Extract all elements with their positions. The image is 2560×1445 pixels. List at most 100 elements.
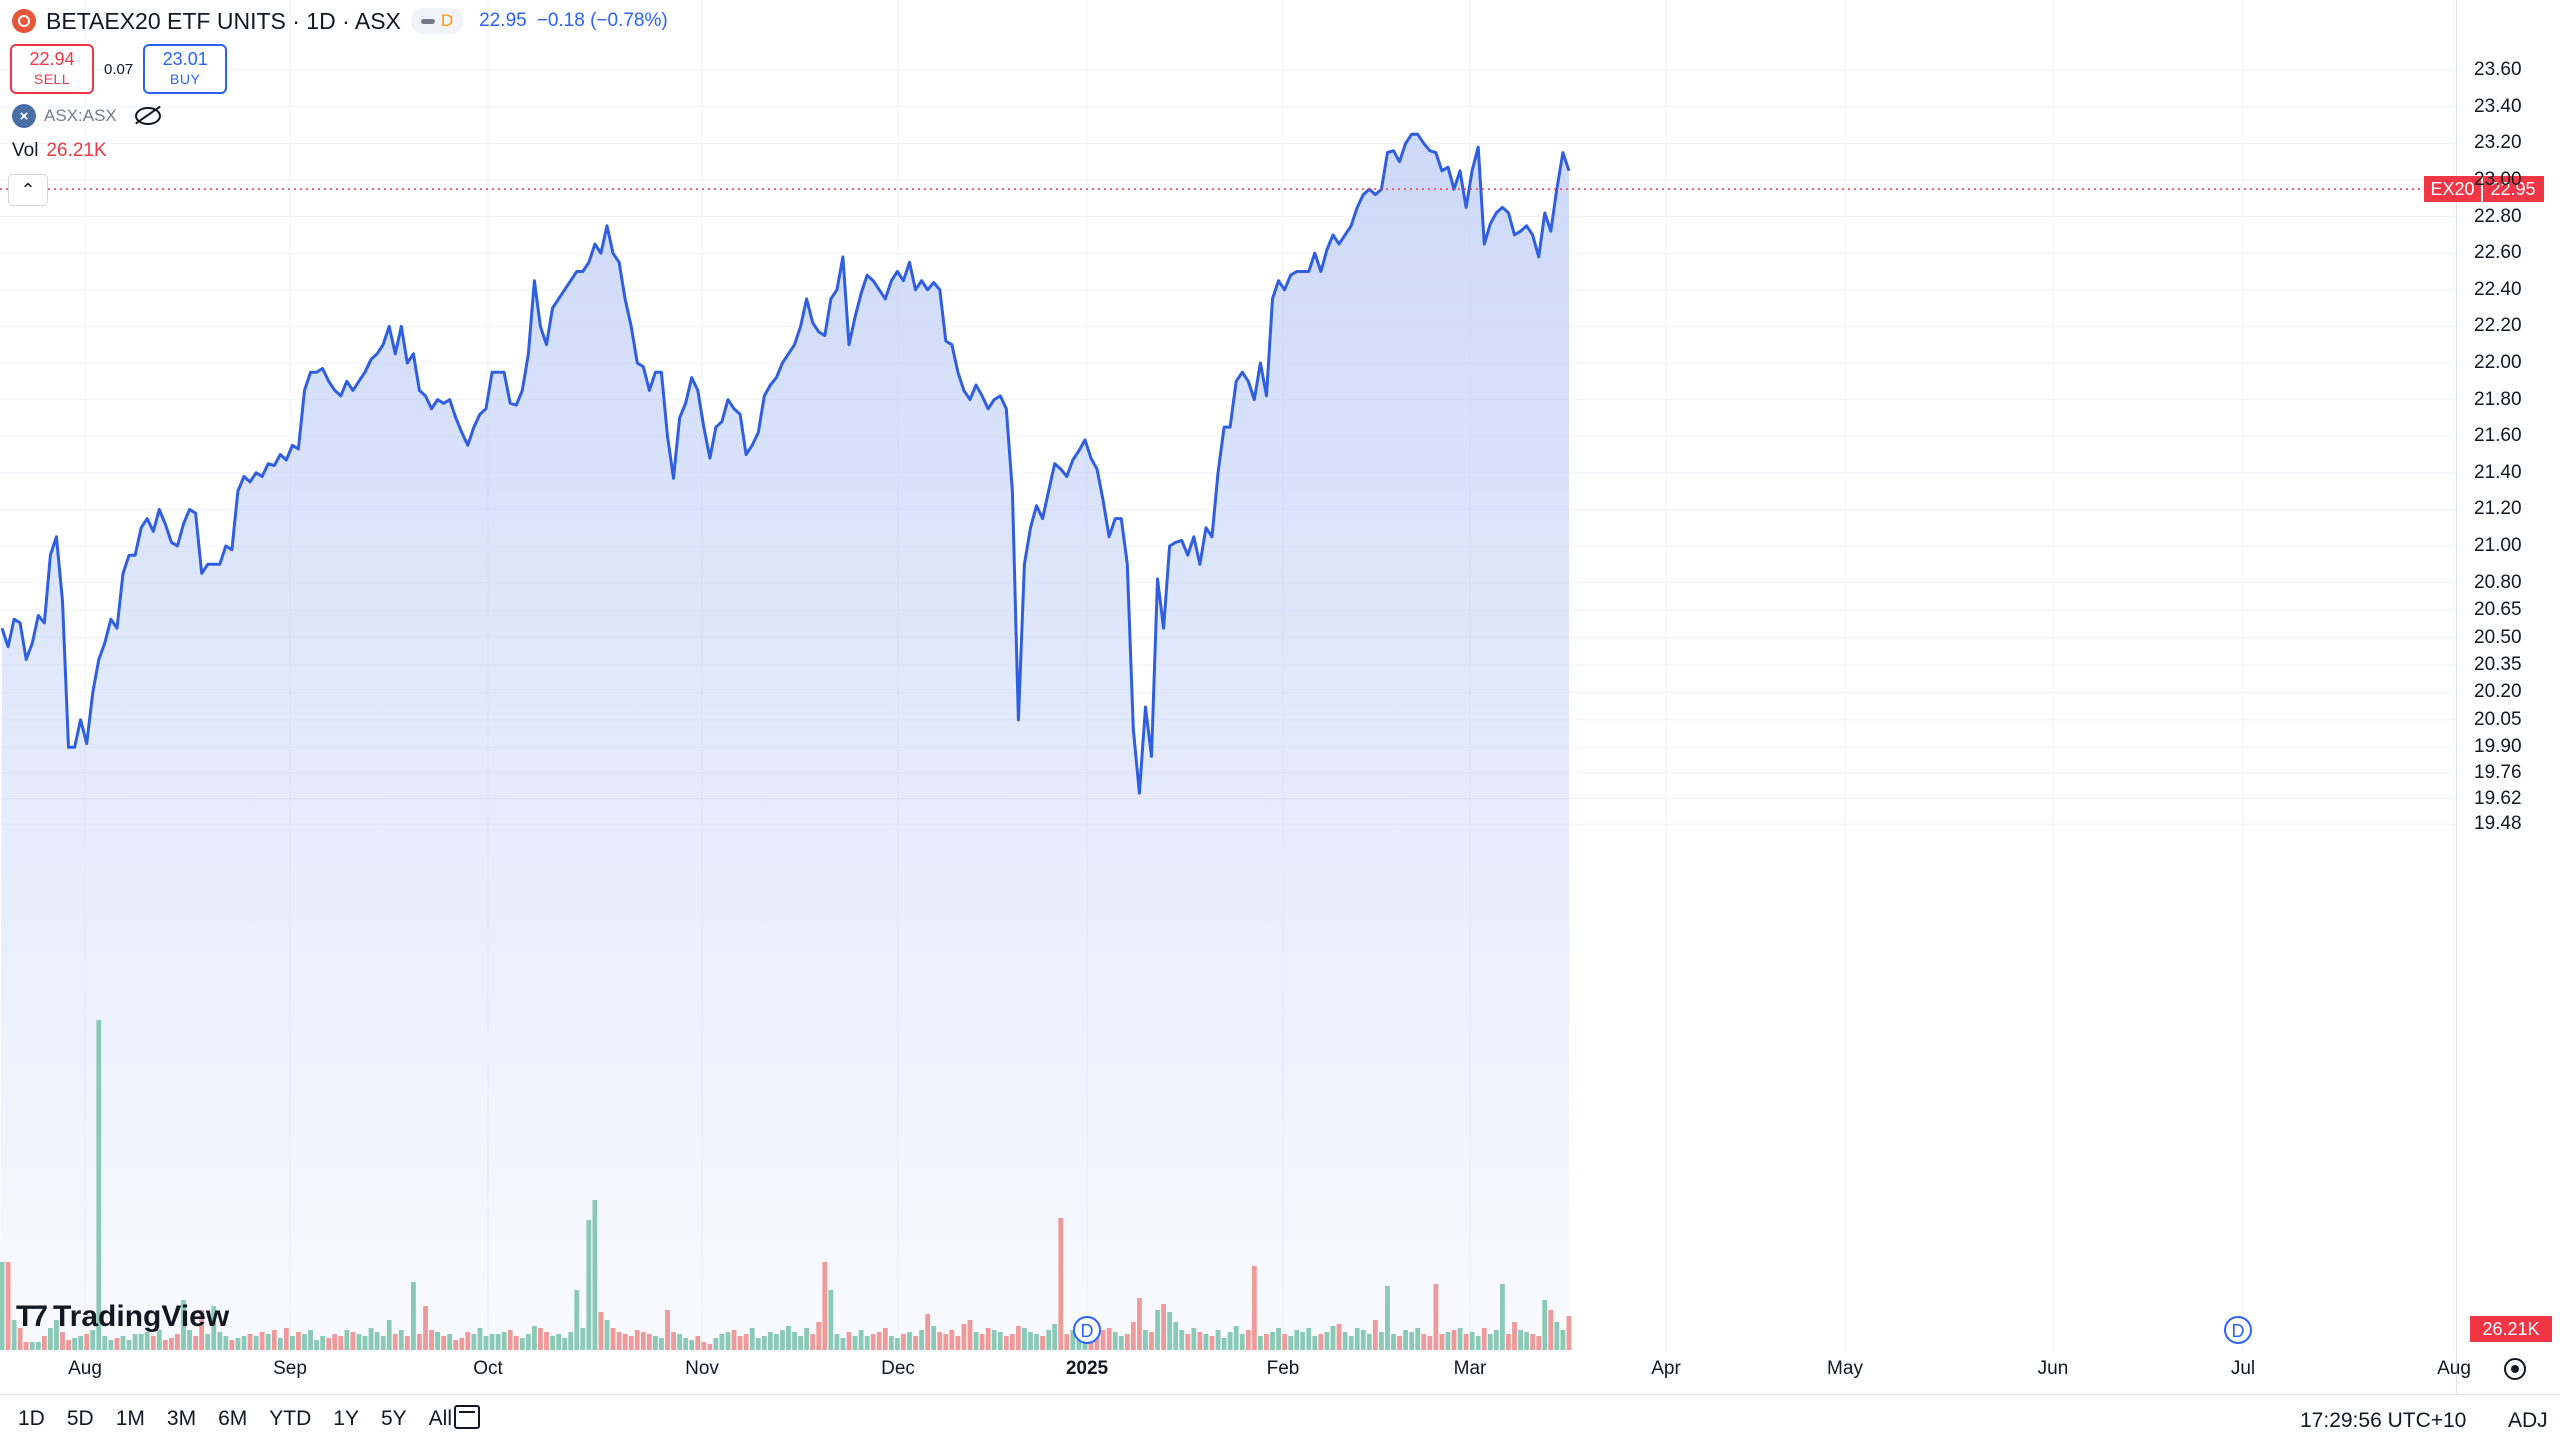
- range-all[interactable]: All: [428, 1407, 452, 1430]
- volume-bar: [1336, 1324, 1342, 1350]
- time-tick-label: Dec: [881, 1358, 915, 1379]
- range-ytd[interactable]: YTD: [269, 1407, 312, 1430]
- range-1d[interactable]: 1D: [18, 1407, 45, 1430]
- adj-button[interactable]: ADJ: [2508, 1409, 2548, 1432]
- volume-bar: [1191, 1328, 1197, 1350]
- volume-bar: [29, 1342, 35, 1350]
- volume-bar: [90, 1330, 96, 1350]
- price-tick-label: 23.20: [2474, 132, 2522, 154]
- volume-bar: [786, 1326, 791, 1350]
- volume-legend[interactable]: Vol 26.21K: [12, 140, 107, 162]
- volume-bar: [96, 1020, 102, 1350]
- volume-bar: [35, 1342, 41, 1350]
- volume-bar: [169, 1338, 174, 1350]
- volume-bar: [108, 1340, 114, 1350]
- volume-bar: [755, 1338, 761, 1350]
- volume-bar: [1300, 1332, 1306, 1350]
- volume-bar: [411, 1282, 416, 1350]
- volume-bar: [314, 1340, 319, 1350]
- volume-bar: [1554, 1322, 1560, 1350]
- buy-button[interactable]: 23.01 BUY: [143, 44, 228, 94]
- volume-bar: [199, 1310, 205, 1350]
- volume-bar: [574, 1290, 580, 1350]
- volume-bar: [241, 1336, 247, 1350]
- volume-bar: [338, 1336, 344, 1350]
- volume-bar: [1566, 1316, 1572, 1350]
- volume-bar: [181, 1300, 186, 1350]
- range-1y[interactable]: 1Y: [333, 1407, 359, 1430]
- volume-bar: [1179, 1330, 1185, 1350]
- range-5d[interactable]: 5D: [66, 1407, 94, 1430]
- trade-buttons: 22.94 SELL 0.07 23.01 BUY: [10, 44, 228, 94]
- volume-bar: [175, 1334, 180, 1350]
- volume-bar: [120, 1336, 126, 1350]
- volume-bar: [598, 1312, 604, 1350]
- volume-bar: [1536, 1336, 1542, 1350]
- volume-bar: [1379, 1332, 1384, 1350]
- volume-bar: [320, 1336, 326, 1350]
- volume-bar: [229, 1340, 235, 1350]
- price-tick-label: 20.65: [2474, 599, 2522, 621]
- price-tick-label: 19.62: [2474, 787, 2522, 809]
- data-source-row[interactable]: × ASX:ASX: [12, 104, 161, 128]
- volume-bar: [48, 1328, 53, 1350]
- volume-bar: [41, 1336, 47, 1350]
- volume-bar: [435, 1332, 440, 1350]
- volume-bar: [876, 1332, 882, 1350]
- price-axis[interactable]: [2456, 0, 2560, 1352]
- volume-bar: [677, 1334, 682, 1350]
- tradingview-logo[interactable]: T7 TradingView: [16, 1300, 229, 1334]
- volume-bar: [144, 1332, 150, 1350]
- volume-bar: [713, 1338, 719, 1350]
- range-5y[interactable]: 5Y: [380, 1407, 407, 1430]
- volume-bar: [592, 1200, 598, 1350]
- volume-bar: [634, 1330, 640, 1350]
- range-6m[interactable]: 6M: [218, 1407, 248, 1430]
- volume-bar: [780, 1330, 785, 1350]
- volume-bar: [5, 1262, 11, 1350]
- price-tick-label: 22.00: [2474, 352, 2522, 373]
- volume-bar: [1360, 1330, 1366, 1350]
- source-close-icon[interactable]: ×: [12, 104, 36, 128]
- volume-bar: [1009, 1334, 1015, 1350]
- volume-bar: [544, 1332, 549, 1350]
- volume-bar: [453, 1340, 459, 1350]
- volume-bar: [761, 1336, 767, 1350]
- volume-bar: [1445, 1332, 1451, 1350]
- volume-bar: [265, 1334, 271, 1350]
- range-1m[interactable]: 1M: [115, 1407, 145, 1430]
- volume-bar: [495, 1334, 501, 1350]
- sell-button[interactable]: 22.94 SELL: [10, 44, 94, 94]
- volume-bar: [973, 1332, 979, 1350]
- volume-bar: [429, 1330, 434, 1350]
- last-price-tag: EX20 22.95: [2412, 176, 2556, 203]
- price-tick-label: 23.40: [2474, 95, 2522, 117]
- volume-bar: [991, 1330, 997, 1350]
- volume-bar: [622, 1334, 628, 1350]
- source-label: ASX:ASX: [44, 106, 117, 125]
- volume-bar: [1348, 1336, 1354, 1350]
- volume-bar: [1397, 1336, 1402, 1350]
- range-3m[interactable]: 3M: [166, 1407, 197, 1430]
- volume-bar: [1288, 1336, 1294, 1350]
- volume-bar: [979, 1334, 985, 1350]
- volume-bar: [1294, 1330, 1300, 1350]
- calendar-icon[interactable]: [454, 1405, 480, 1429]
- volume-bar: [1354, 1328, 1360, 1350]
- symbol-logo-icon: [12, 9, 36, 33]
- time-tick-label: Nov: [685, 1358, 719, 1379]
- collapse-legend-button[interactable]: ⌃: [8, 174, 48, 206]
- volume-bar: [501, 1332, 507, 1350]
- symbol-title[interactable]: BETAEX20 ETF UNITS · 1D · ASX: [46, 7, 401, 34]
- price-change: −0.18 (−0.78%): [536, 10, 668, 31]
- volume-bar: [695, 1336, 701, 1350]
- volume-bar: [610, 1328, 616, 1350]
- hide-eye-icon[interactable]: [134, 107, 161, 125]
- market-status-pill[interactable]: D: [410, 8, 464, 34]
- volume-bar: [961, 1324, 967, 1350]
- volume-bar: [84, 1334, 90, 1350]
- clock-time[interactable]: 17:29:56 UTC+10: [2300, 1409, 2467, 1432]
- settings-gear-icon[interactable]: [2504, 1358, 2526, 1380]
